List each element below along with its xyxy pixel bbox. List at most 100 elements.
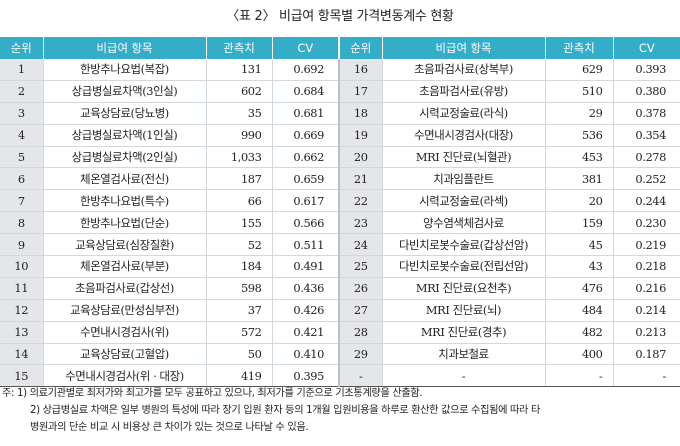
cv-cell: 0.566 [271,211,339,235]
cv-cell: 0.230 [612,211,680,235]
count-cell: 45 [544,233,613,257]
cv-cell: 0.692 [271,59,339,81]
item-cell: 시력교정술료(라식) [381,102,545,125]
item-cell: 교육상담료(당뇨병) [42,102,206,125]
item-cell: 다빈치로봇수술료(갑상선암) [381,233,545,257]
cv-cell: 0.395 [271,364,339,388]
table-title: 〈표 2〉 비급여 항목별 가격변동계수 현황 [226,9,454,24]
rank-cell: 24 [338,233,382,257]
cv-cell: 0.278 [612,146,680,169]
item-cell: 한방추나요법(복잡) [42,59,206,81]
rank-cell: 1 [0,59,43,81]
cv-cell: 0.378 [612,102,680,125]
table-row: 10 체온열검사료(부분) 184 0.491 25 다빈치로봇수술료(전립선암) 43 0.… [0,255,680,278]
cv-cell: 0.436 [271,277,339,300]
rank-cell: 20 [338,146,382,169]
cv-cell: 0.681 [271,102,339,125]
count-cell: 381 [544,167,613,191]
cv-cell: 0.213 [612,321,680,344]
item-cell: MRI 진단료(뇌) [381,299,545,322]
cv-cell: 0.426 [271,299,339,322]
rank-cell: 21 [338,167,382,191]
count-cell: 184 [205,255,272,278]
table-row: 2 상급병실료차액(3인실) 602 0.684 17 초음파검사료(유방) 510 0.38… [0,80,680,103]
count-cell: - [544,364,613,388]
rank-cell: 14 [0,343,43,366]
cv-cell: 0.659 [271,167,339,191]
cv-cell: 0.410 [271,343,339,366]
count-cell: 20 [544,189,613,213]
cv-cell: 0.244 [612,189,680,213]
item-cell: MRI 진단료(요천추) [381,277,545,300]
table-row: 14 교육상담료(고혈압) 50 0.410 29 치과보철료 400 0.187 [0,343,680,366]
count-cell: 476 [544,277,613,300]
count-cell: 52 [205,233,272,257]
header-rank: 순위 [338,37,382,59]
count-cell: 37 [205,299,272,322]
count-cell: 482 [544,321,613,344]
footnotes: 주: 1) 의료기관별로 최저가와 최고가를 모두 공표하고 있으나, 최저가를… [2,385,678,436]
item-cell: 교육상담료(심장질환) [42,233,206,257]
rank-cell: 19 [338,124,382,147]
rank-cell: 16 [338,59,382,81]
table-row: 7 한방추나요법(특수) 66 0.617 22 시력교정술료(라섹) 20 0.244 [0,189,680,213]
rank-cell: 11 [0,277,43,300]
cv-cell: 0.617 [271,189,339,213]
item-cell: - [381,364,545,388]
header-cv: CV [612,37,680,59]
table-row: 4 상급병실료차액(1인실) 990 0.669 19 수면내시경검사(대장) 536 0.3… [0,124,680,147]
header-cv: CV [271,37,339,59]
rank-cell: 3 [0,102,43,125]
rank-cell: 17 [338,80,382,103]
count-cell: 453 [544,146,613,169]
item-cell: 수면내시경검사(대장) [381,124,545,147]
cv-cell: 0.684 [271,80,339,103]
item-cell: 체온열검사료(전신) [42,167,206,191]
cv-cell: 0.219 [612,233,680,257]
rank-cell: 5 [0,146,43,169]
item-cell: MRI 진단료(뇌혈관) [381,146,545,169]
cv-cell: 0.218 [612,255,680,278]
rank-cell: 13 [0,321,43,344]
cv-cell: 0.214 [612,299,680,322]
item-cell: 상급병실료차액(2인실) [42,146,206,169]
count-cell: 990 [205,124,272,147]
rank-cell: 26 [338,277,382,300]
count-cell: 510 [544,80,613,103]
cv-cell: 0.187 [612,343,680,366]
count-cell: 400 [544,343,613,366]
rank-cell: 4 [0,124,43,147]
table-row: 8 한방추나요법(단순) 155 0.566 23 양수염색체검사료 159 0.230 [0,211,680,235]
rank-cell: 10 [0,255,43,278]
count-cell: 131 [205,59,272,81]
item-cell: 치과보철료 [381,343,545,366]
table-body: 1 한방추나요법(복잡) 131 0.692 16 초음파검사료(상복부) 629 0.393… [0,59,680,388]
table-row: 3 교육상담료(당뇨병) 35 0.681 18 시력교정술료(라식) 29 0.378 [0,102,680,125]
count-cell: 159 [544,211,613,235]
cv-cell: - [612,364,680,388]
table-row: 6 체온열검사료(전신) 187 0.659 21 치과임플란트 381 0.252 [0,167,680,191]
item-cell: 치과임플란트 [381,167,545,191]
rank-cell: 22 [338,189,382,213]
cv-table: 순위 비급여 항목 관측치 CV 순위 비급여 항목 관측치 CV 1 한방추나요… [0,37,680,388]
count-cell: 572 [205,321,272,344]
header-rank: 순위 [0,37,43,59]
rank-cell: - [338,364,382,388]
item-cell: 상급병실료차액(1인실) [42,124,206,147]
rank-cell: 8 [0,211,43,235]
cv-cell: 0.491 [271,255,339,278]
count-cell: 536 [544,124,613,147]
rank-cell: 15 [0,364,43,388]
count-cell: 1,033 [205,146,272,169]
rank-cell: 28 [338,321,382,344]
footnote-1: 주: 1) 의료기관별로 최저가와 최고가를 모두 공표하고 있으나, 최저가를… [2,388,423,399]
count-cell: 50 [205,343,272,366]
cv-cell: 0.511 [271,233,339,257]
header-count: 관측치 [544,37,613,59]
item-cell: MRI 진단료(경추) [381,321,545,344]
count-cell: 66 [205,189,272,213]
item-cell: 수면내시경검사(위 · 대장) [42,364,206,388]
item-cell: 양수염색체검사료 [381,211,545,235]
header-item: 비급여 항목 [42,37,206,59]
item-cell: 한방추나요법(단순) [42,211,206,235]
